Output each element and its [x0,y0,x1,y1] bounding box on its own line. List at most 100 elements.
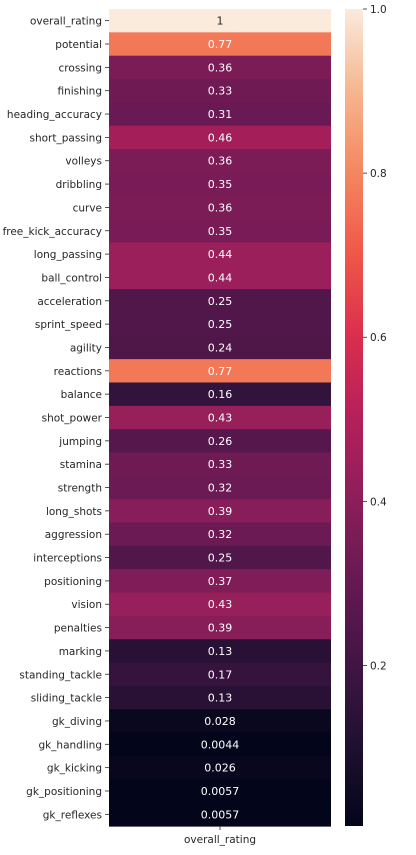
heatmap-cell-marking [109,639,331,664]
heatmap-cell-overall_rating [109,9,331,33]
heatmap-cell-heading_accuracy [109,102,331,127]
heatmap-cell-gk_positioning [109,779,331,804]
cell-value-label: 0.77 [208,365,233,378]
row-label: gk_diving [52,716,102,728]
cell-value-label: 0.026 [204,762,236,775]
heatmap-cell-acceleration [109,289,331,314]
row-labels: overall_rating potential crossing finishing… [3,16,109,821]
row-label: positioning [44,576,102,588]
cell-value-label: 0.32 [208,528,233,541]
heatmap-cell-agility [109,335,331,360]
colorbar-tick-label: 0.8 [370,168,387,180]
cell-value-label: 0.26 [208,435,233,448]
heatmap-cell-strength [109,475,331,500]
cell-value-label: 0.44 [208,271,233,284]
heatmap-cells: 1 0.77 0.36 0.33 0.31 0.46 0.36 0.35 0.36 0.35 0.4… [109,9,331,827]
row-label: vision [71,599,102,611]
cell-value-label: 0.37 [208,575,233,588]
row-label: long_shots [46,506,102,518]
cell-value-label: 0.31 [208,108,233,121]
row-label: crossing [59,62,102,74]
cell-value-label: 0.39 [208,505,233,518]
row-label: reactions [54,366,102,378]
column-labels: overall_rating [184,826,256,846]
heatmap-cell-balance [109,382,331,407]
row-label: aggression [45,529,102,541]
cell-value-label: 0.13 [208,692,233,705]
heatmap-cell-long_passing [109,242,331,267]
cell-value-label: 0.028 [204,715,236,728]
heatmap-cell-gk_kicking [109,755,331,780]
row-label: free_kick_accuracy [3,226,102,238]
heatmap-cell-reactions [109,359,331,384]
row-label: interceptions [33,553,102,565]
row-label: standing_tackle [19,669,102,681]
cell-value-label: 0.36 [208,155,233,168]
cell-value-label: 0.13 [208,645,233,658]
row-label: volleys [65,156,102,168]
colorbar-tick-label: 0.6 [370,332,387,344]
row-label: shot_power [42,413,103,425]
row-label: long_passing [34,249,102,261]
heatmap-cell-short_passing [109,125,331,150]
column-label: overall_rating [184,834,256,846]
heatmap-cell-vision [109,592,331,617]
cell-value-label: 0.24 [208,341,233,354]
heatmap-cell-curve [109,195,331,220]
row-label: penalties [54,623,102,635]
row-label: potential [55,39,102,51]
colorbar-gradient [345,9,363,826]
row-label: heading_accuracy [7,109,102,121]
heatmap-cell-stamina [109,452,331,477]
colorbar-tick-label: 0.4 [370,496,387,508]
heatmap-cell-shot_power [109,405,331,430]
heatmap-cell-penalties [109,615,331,640]
heatmap-cell-free_kick_accuracy [109,219,331,244]
row-label: ball_control [41,272,102,284]
row-label: finishing [57,86,102,98]
cell-value-label: 0.35 [208,178,233,191]
heatmap-cell-aggression [109,522,331,547]
cell-value-label: 0.77 [208,38,233,51]
row-label: short_passing [29,132,102,144]
colorbar-tick-label: 0.2 [370,660,387,672]
row-label: dribbling [56,179,102,191]
cell-value-label: 0.33 [208,85,233,98]
cell-value-label: 0.36 [208,201,233,214]
row-label: stamina [60,459,102,471]
heatmap-cell-sliding_tackle [109,685,331,710]
heatmap-cell-finishing [109,79,331,103]
cell-value-label: 0.43 [208,412,233,425]
heatmap-cell-crossing [109,55,331,80]
row-label: sliding_tackle [31,693,102,705]
heatmap-cell-positioning [109,569,331,594]
cell-value-label: 0.0057 [201,785,240,798]
heatmap-cell-sprint_speed [109,312,331,337]
heatmap-cell-dribbling [109,172,331,197]
row-label: balance [61,389,102,401]
heatmap-cell-jumping [109,429,331,454]
row-label: jumping [58,436,102,448]
row-label: gk_reflexes [43,809,102,821]
heatmap-cell-long_shots [109,499,331,524]
heatmap-cell-volleys [109,149,331,173]
cell-value-label: 0.0057 [201,808,240,821]
heatmap-cell-gk_diving [109,709,331,734]
heatmap-cell-interceptions [109,545,331,570]
row-label: sprint_speed [35,319,102,331]
row-label: marking [59,646,102,658]
cell-value-label: 0.17 [208,668,233,681]
cell-value-label: 0.43 [208,598,233,611]
row-label: gk_kicking [47,763,102,775]
heatmap-cell-potential [109,32,331,57]
cell-value-label: 0.35 [208,225,233,238]
row-label: gk_handling [38,739,102,751]
cell-value-label: 0.46 [208,131,233,144]
cell-value-label: 0.25 [208,295,233,308]
cell-value-label: 0.44 [208,248,233,261]
cell-value-label: 0.25 [208,552,233,565]
row-label: acceleration [37,296,102,308]
cell-value-label: 0.25 [208,318,233,331]
